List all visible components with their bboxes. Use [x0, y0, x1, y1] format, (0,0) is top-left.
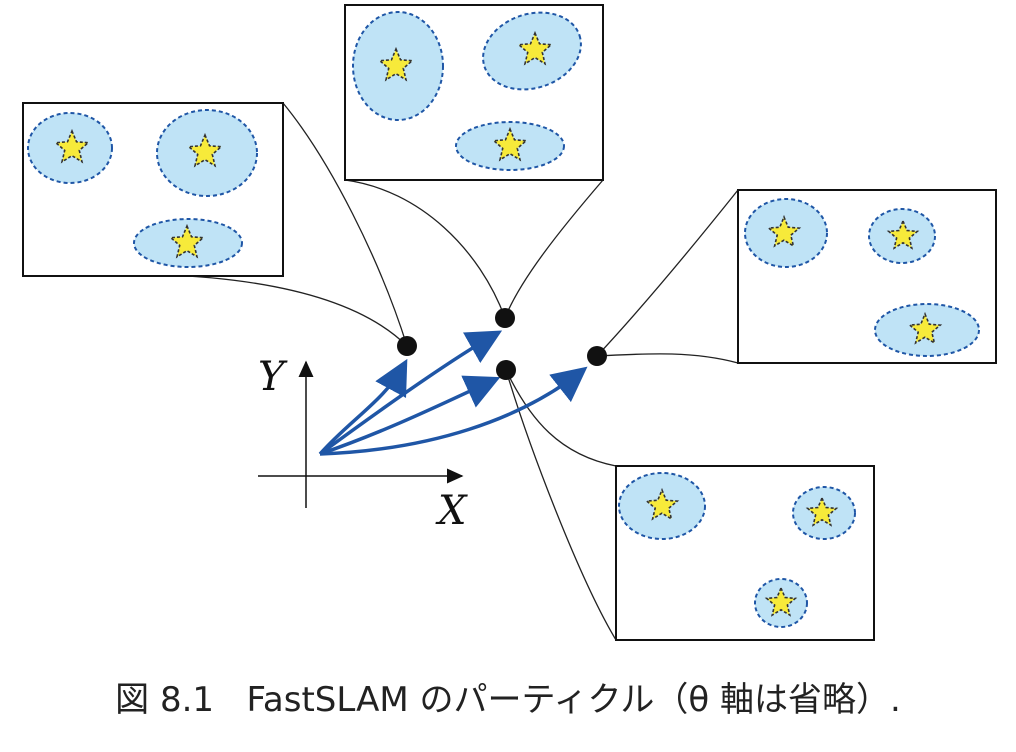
axes	[258, 360, 464, 508]
particle-2	[495, 308, 515, 328]
connector-top-left-a	[282, 102, 408, 347]
fastslam-diagram: Y X	[22, 4, 997, 641]
caption-prefix: 図 8.1	[115, 680, 215, 720]
connector-top-center-a	[344, 179, 506, 319]
connector-top-center-b	[504, 179, 604, 319]
star-landmark-10	[644, 487, 680, 521]
star-landmark-2	[186, 132, 224, 168]
star-landmark-7	[766, 214, 802, 248]
star-landmark-11	[805, 495, 839, 527]
star-landmark-1	[53, 128, 91, 164]
landmark-stars	[53, 30, 943, 617]
particle-3	[496, 360, 516, 380]
connector-bottom-right-b	[505, 369, 617, 641]
x-axis-label: X	[435, 488, 468, 534]
particle-1	[397, 336, 417, 356]
particles	[397, 308, 607, 380]
star-landmark-5	[516, 30, 554, 66]
connector-bottom-right-a	[505, 369, 617, 467]
arrow-1	[318, 358, 408, 456]
figure-caption: 図 8.1 FastSLAM のパーティクル（θ 軸は省略）.	[0, 672, 1016, 721]
arrow-2	[318, 330, 503, 456]
connector-right-b	[596, 353, 739, 364]
star-landmark-12	[764, 585, 798, 617]
star-landmark-4	[377, 46, 415, 82]
star-landmark-6	[491, 126, 529, 162]
connector-top-left-b	[22, 273, 408, 347]
star-landmark-3	[168, 223, 206, 259]
star-landmark-9	[907, 311, 943, 345]
caption-text: FastSLAM のパーティクル（θ 軸は省略）.	[246, 680, 901, 720]
star-landmark-8	[886, 218, 920, 250]
connector-right-a	[596, 189, 739, 357]
arrow-4	[319, 366, 588, 456]
particle-arrows	[318, 330, 588, 456]
y-axis-label: Y	[258, 354, 288, 400]
arrow-3	[319, 375, 501, 456]
particle-4	[587, 346, 607, 366]
